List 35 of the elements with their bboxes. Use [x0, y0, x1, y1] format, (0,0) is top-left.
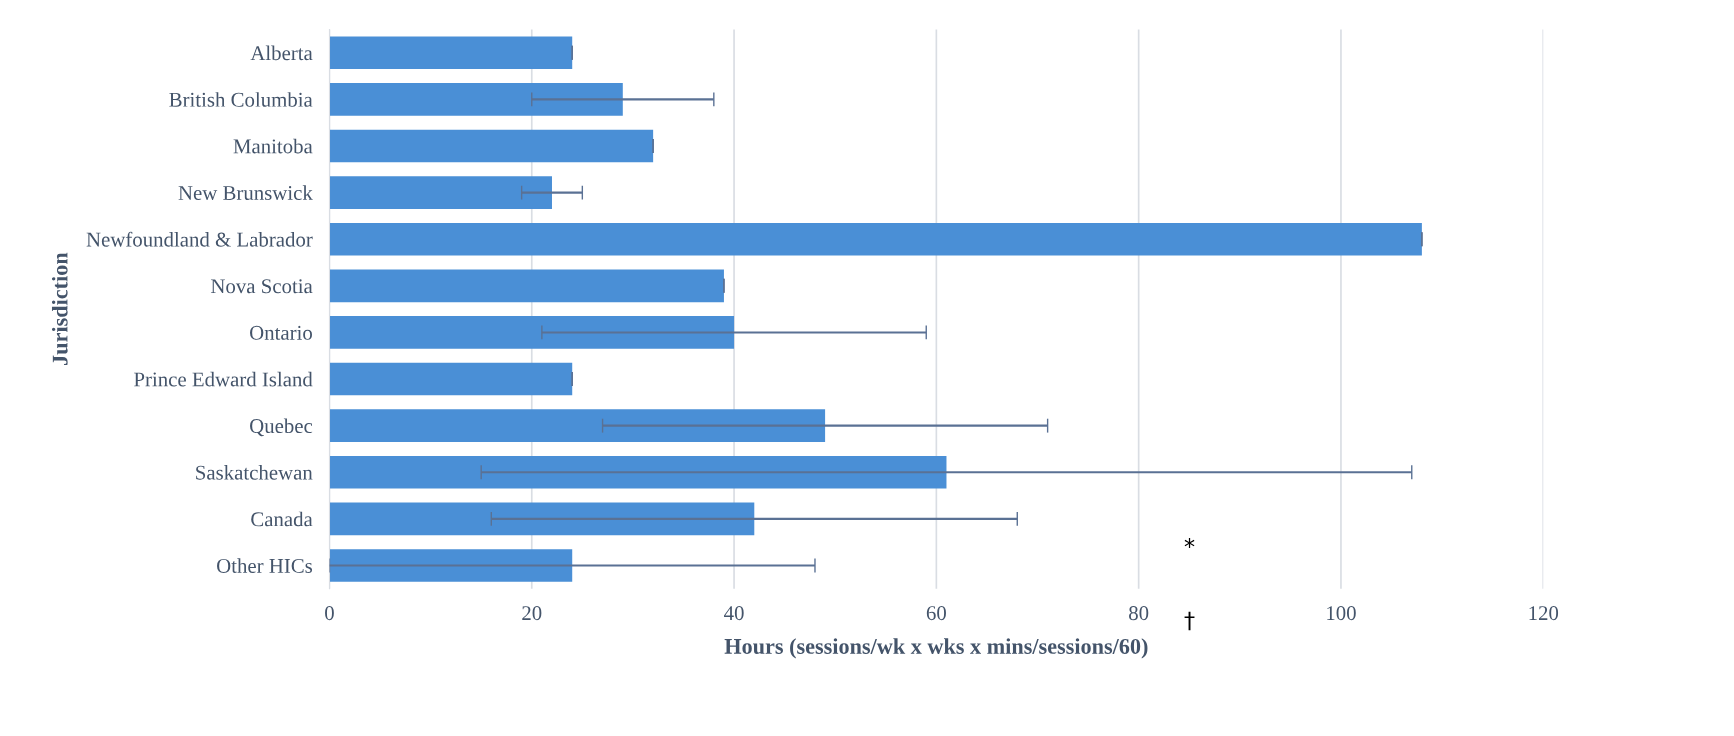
bar: [329, 362, 573, 396]
x-tick-label: 0: [325, 606, 334, 621]
bar: [329, 36, 573, 70]
y-tick-label: New Brunswick: [178, 185, 313, 201]
y-tick-label: Manitoba: [233, 138, 313, 154]
bar: [329, 549, 573, 582]
y-tick-label: Newfoundland & Labrador: [86, 231, 313, 247]
x-tick-label: 20: [522, 606, 542, 621]
x-tick-label: 80: [1129, 606, 1149, 621]
annotation: *: [1184, 537, 1195, 549]
y-tick-label: British Columbia: [169, 92, 313, 107]
bar: [329, 316, 735, 349]
bar: [329, 83, 623, 116]
x-tick-label: 40: [724, 606, 744, 621]
text: †: [1184, 611, 1195, 631]
y-tick-label: Prince Edward Island: [134, 371, 313, 387]
x-axis-title: Hours (sessions/wk x wks x mins/sessions/60): [724, 638, 1148, 659]
y-axis-title: Jurisdiction: [51, 252, 68, 365]
y-tick-label: Saskatchewan: [196, 465, 313, 480]
y-tick-label: Alberta: [250, 45, 313, 61]
bar: [329, 502, 755, 536]
bar: [329, 176, 552, 209]
y-tick-label: Ontario: [250, 325, 312, 340]
bar: [329, 222, 1422, 256]
x-tick-label: 60: [926, 606, 946, 621]
bar: [329, 409, 826, 442]
bar: [329, 269, 724, 303]
y-tick-label: Canada: [251, 511, 313, 527]
y-tick-label: Other HICs: [217, 558, 313, 573]
y-tick-label: Nova Scotia: [210, 279, 313, 294]
bar: [329, 129, 654, 163]
y-tick-label: Quebec: [250, 418, 313, 437]
bar: [329, 455, 947, 489]
x-tick-label: 100: [1327, 606, 1356, 621]
x-tick-label: 120: [1529, 606, 1559, 621]
